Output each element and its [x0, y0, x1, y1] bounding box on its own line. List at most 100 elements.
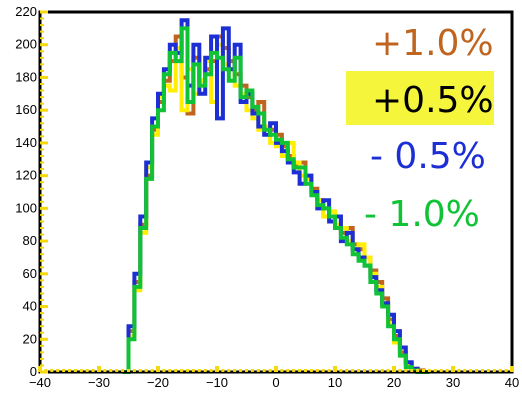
x-minor-tick: [250, 369, 254, 372]
y-minor-tick: [40, 63, 44, 66]
y-tick-label: 100: [15, 200, 37, 215]
legend-item-minus-1-0: - 1.0%: [364, 194, 480, 235]
x-minor-tick: [368, 369, 372, 372]
x-minor-tick: [410, 369, 414, 372]
x-tick-label: 20: [387, 375, 401, 390]
x-minor-tick: [50, 369, 54, 372]
x-minor-tick: [416, 369, 420, 372]
x-minor-tick: [286, 369, 290, 372]
x-minor-tick: [386, 369, 390, 372]
y-minor-tick: [40, 200, 44, 203]
x-minor-tick: [127, 369, 130, 372]
y-tick-label: 200: [15, 37, 37, 52]
y-minor-tick: [40, 325, 44, 328]
x-minor-tick: [186, 369, 189, 372]
x-minor-tick: [150, 369, 154, 372]
y-minor-tick: [40, 30, 44, 33]
y-tick-label: 220: [15, 4, 37, 19]
x-minor-tick: [138, 369, 142, 372]
y-minor-tick: [40, 312, 44, 315]
series-line-4: [122, 26, 430, 374]
y-tick-mark: [40, 108, 48, 112]
x-tick-label: 40: [505, 375, 519, 390]
x-minor-tick: [85, 369, 89, 372]
x-tick-mark: [97, 366, 101, 372]
y-minor-tick: [40, 331, 44, 334]
y-minor-tick: [40, 102, 44, 105]
x-minor-tick: [103, 369, 107, 372]
x-minor-tick: [486, 369, 490, 372]
y-minor-tick: [40, 50, 44, 53]
x-minor-tick: [203, 369, 207, 372]
y-minor-tick: [40, 292, 44, 295]
x-minor-tick: [339, 369, 343, 372]
y-minor-tick: [40, 351, 44, 354]
x-minor-tick: [56, 369, 60, 372]
axis-layer: [38, 10, 514, 374]
y-minor-tick: [40, 213, 44, 216]
x-minor-tick: [463, 369, 467, 372]
y-minor-tick: [40, 148, 44, 151]
y-minor-tick: [40, 135, 44, 138]
y-minor-tick: [40, 344, 44, 347]
x-tick-label: 30: [446, 375, 460, 390]
y-tick-mark: [40, 272, 48, 276]
y-minor-tick: [40, 83, 44, 85]
y-minor-tick: [40, 69, 44, 72]
x-minor-tick: [422, 369, 425, 372]
y-minor-tick: [40, 299, 44, 301]
x-tick-mark: [274, 366, 278, 372]
x-minor-tick: [162, 369, 166, 372]
x-minor-tick: [309, 369, 313, 372]
y-tick-label: 140: [15, 135, 37, 150]
y-tick-mark: [40, 174, 48, 178]
x-tick-label: −40: [29, 375, 51, 390]
y-minor-tick: [40, 266, 44, 269]
y-tick-label: 180: [15, 69, 37, 84]
y-minor-tick: [40, 279, 44, 282]
x-minor-tick: [121, 369, 125, 372]
x-minor-tick: [227, 369, 231, 372]
tick-label-layer: −40 −30 −20 −10 0 10 20 30 40 0 20 40 60 80 100 120 140 1…: [15, 4, 519, 390]
x-minor-tick: [457, 369, 461, 372]
y-minor-tick: [40, 155, 44, 157]
y-minor-tick: [40, 115, 44, 118]
y-minor-tick: [40, 364, 44, 367]
y-minor-tick: [40, 285, 44, 288]
x-minor-tick: [132, 369, 136, 372]
y-minor-tick: [40, 122, 44, 125]
x-minor-tick: [345, 369, 349, 372]
legend-item-plus-1-0: +1.0%: [372, 23, 494, 64]
x-minor-tick: [115, 369, 119, 372]
legend-item-plus-0-5: +0.5%: [372, 80, 494, 121]
y-minor-tick: [40, 168, 44, 171]
x-tick-label: 10: [328, 375, 342, 390]
y-tick-mark: [40, 305, 48, 309]
series-line-3: [122, 18, 430, 374]
x-minor-tick: [351, 369, 355, 372]
x-minor-tick: [256, 369, 260, 372]
x-minor-tick: [315, 369, 319, 372]
series-layer: [122, 18, 430, 374]
x-minor-tick: [62, 369, 66, 372]
x-minor-tick: [481, 369, 484, 372]
y-minor-tick: [40, 194, 44, 197]
x-minor-tick: [404, 369, 408, 372]
x-minor-tick: [191, 369, 195, 372]
y-tick-mark: [40, 206, 48, 210]
x-tick-label: −30: [88, 375, 110, 390]
x-minor-tick: [498, 369, 502, 372]
y-tick-mark: [40, 141, 48, 145]
y-minor-tick: [40, 227, 44, 229]
x-minor-tick: [174, 369, 178, 372]
y-tick-mark: [40, 43, 48, 47]
plot-frame: [38, 10, 514, 374]
y-minor-tick: [40, 220, 44, 223]
y-tick-mark: [40, 370, 48, 374]
x-minor-tick: [321, 369, 325, 372]
x-minor-tick: [221, 369, 225, 372]
y-tick-label: 60: [23, 266, 37, 281]
x-tick-mark: [156, 366, 160, 372]
y-minor-tick: [40, 37, 44, 40]
